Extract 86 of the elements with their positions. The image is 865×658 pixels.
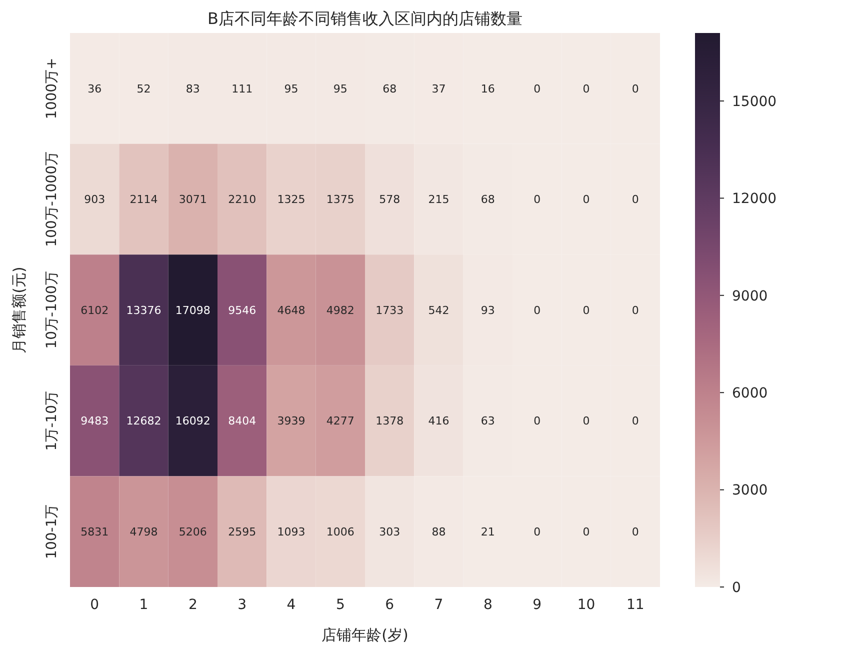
x-tick-label: 3 <box>238 597 247 613</box>
x-tick-label: 6 <box>385 597 394 613</box>
data-label: 1378 <box>376 414 404 428</box>
data-label: 12682 <box>126 414 162 428</box>
data-label: 6102 <box>80 304 109 317</box>
data-label: 0 <box>582 82 590 96</box>
data-label: 95 <box>333 82 348 96</box>
data-label: 1325 <box>277 193 306 206</box>
color-bar-label: 9000 <box>732 288 768 304</box>
x-tick-label: 8 <box>483 597 492 613</box>
chart-title: B店不同年龄不同销售收入区间内的店铺数量 <box>208 9 522 28</box>
data-label: 578 <box>379 193 400 206</box>
data-label: 9483 <box>80 414 109 428</box>
data-label: 0 <box>632 525 639 538</box>
data-label: 416 <box>428 414 450 428</box>
data-label: 2595 <box>228 525 256 538</box>
data-label: 88 <box>432 525 446 538</box>
data-label: 36 <box>88 82 102 96</box>
data-label: 0 <box>534 414 541 428</box>
data-label: 0 <box>632 304 639 317</box>
data-label: 303 <box>379 525 400 538</box>
x-tick-label: 10 <box>577 597 596 613</box>
y-tick-label: 10万-100万 <box>44 271 60 349</box>
data-label: 0 <box>582 525 590 538</box>
color-bar-label: 0 <box>732 580 741 596</box>
data-label: 0 <box>582 414 590 428</box>
data-label: 16092 <box>175 414 210 428</box>
data-label: 93 <box>480 304 495 317</box>
data-label: 68 <box>480 193 495 206</box>
data-label: 1093 <box>277 525 306 538</box>
color-bar-label: 12000 <box>732 191 777 208</box>
color-bar-label: 3000 <box>732 482 768 499</box>
data-label: 0 <box>534 304 541 317</box>
x-tick-label: 9 <box>532 597 542 613</box>
data-label: 37 <box>432 82 446 96</box>
data-label: 111 <box>232 82 253 96</box>
data-label: 3071 <box>178 193 207 206</box>
data-label: 903 <box>84 193 106 206</box>
data-label: 0 <box>632 414 639 428</box>
color-bar-label: 15000 <box>732 94 777 110</box>
x-tick-label: 5 <box>336 597 345 613</box>
data-label: 0 <box>534 82 541 96</box>
data-label: 1733 <box>376 304 404 317</box>
data-label: 0 <box>534 525 541 538</box>
y-axis-title: 月销售额(元) <box>10 266 28 354</box>
data-label: 83 <box>186 82 200 96</box>
x-tick-label: 1 <box>139 597 148 613</box>
data-label: 4798 <box>130 525 158 538</box>
data-label: 9546 <box>228 304 256 317</box>
data-label: 2114 <box>130 193 158 206</box>
data-label: 0 <box>582 193 590 206</box>
data-label: 8404 <box>228 414 256 428</box>
data-label: 215 <box>428 193 450 206</box>
x-tick-label: 2 <box>188 597 198 613</box>
data-label: 0 <box>534 193 541 206</box>
y-tick-label: 100万-1000万 <box>44 151 60 247</box>
x-tick-label: 11 <box>626 597 644 613</box>
data-label: 4277 <box>326 414 354 428</box>
data-label: 4982 <box>326 304 354 317</box>
data-label: 3939 <box>277 414 306 428</box>
data-label: 5831 <box>80 525 109 538</box>
y-tick-label: 1万-10万 <box>44 390 60 451</box>
x-tick-label: 0 <box>90 597 100 613</box>
data-label: 0 <box>582 304 590 317</box>
data-label: 17098 <box>175 304 210 317</box>
x-tick-label: 7 <box>434 597 444 613</box>
data-label: 4648 <box>277 304 306 317</box>
data-label: 0 <box>632 82 639 96</box>
data-label: 5206 <box>178 525 207 538</box>
data-label: 52 <box>136 82 151 96</box>
data-label: 63 <box>480 414 495 428</box>
y-tick-label: 100-1万 <box>44 504 60 559</box>
data-label: 95 <box>284 82 298 96</box>
data-label: 21 <box>480 525 495 538</box>
data-label: 2210 <box>228 193 256 206</box>
data-label: 1006 <box>326 525 354 538</box>
data-label: 13376 <box>126 304 162 317</box>
color-bar-label: 6000 <box>732 385 768 402</box>
x-tick-label: 4 <box>286 597 296 613</box>
data-label: 68 <box>382 82 397 96</box>
y-tick-label: 1000万+ <box>44 58 60 120</box>
data-label: 16 <box>480 82 495 96</box>
data-label: 1375 <box>326 193 354 206</box>
data-label: 0 <box>632 193 639 206</box>
data-label: 542 <box>428 304 450 317</box>
x-axis-title: 店铺年龄(岁) <box>322 626 408 644</box>
